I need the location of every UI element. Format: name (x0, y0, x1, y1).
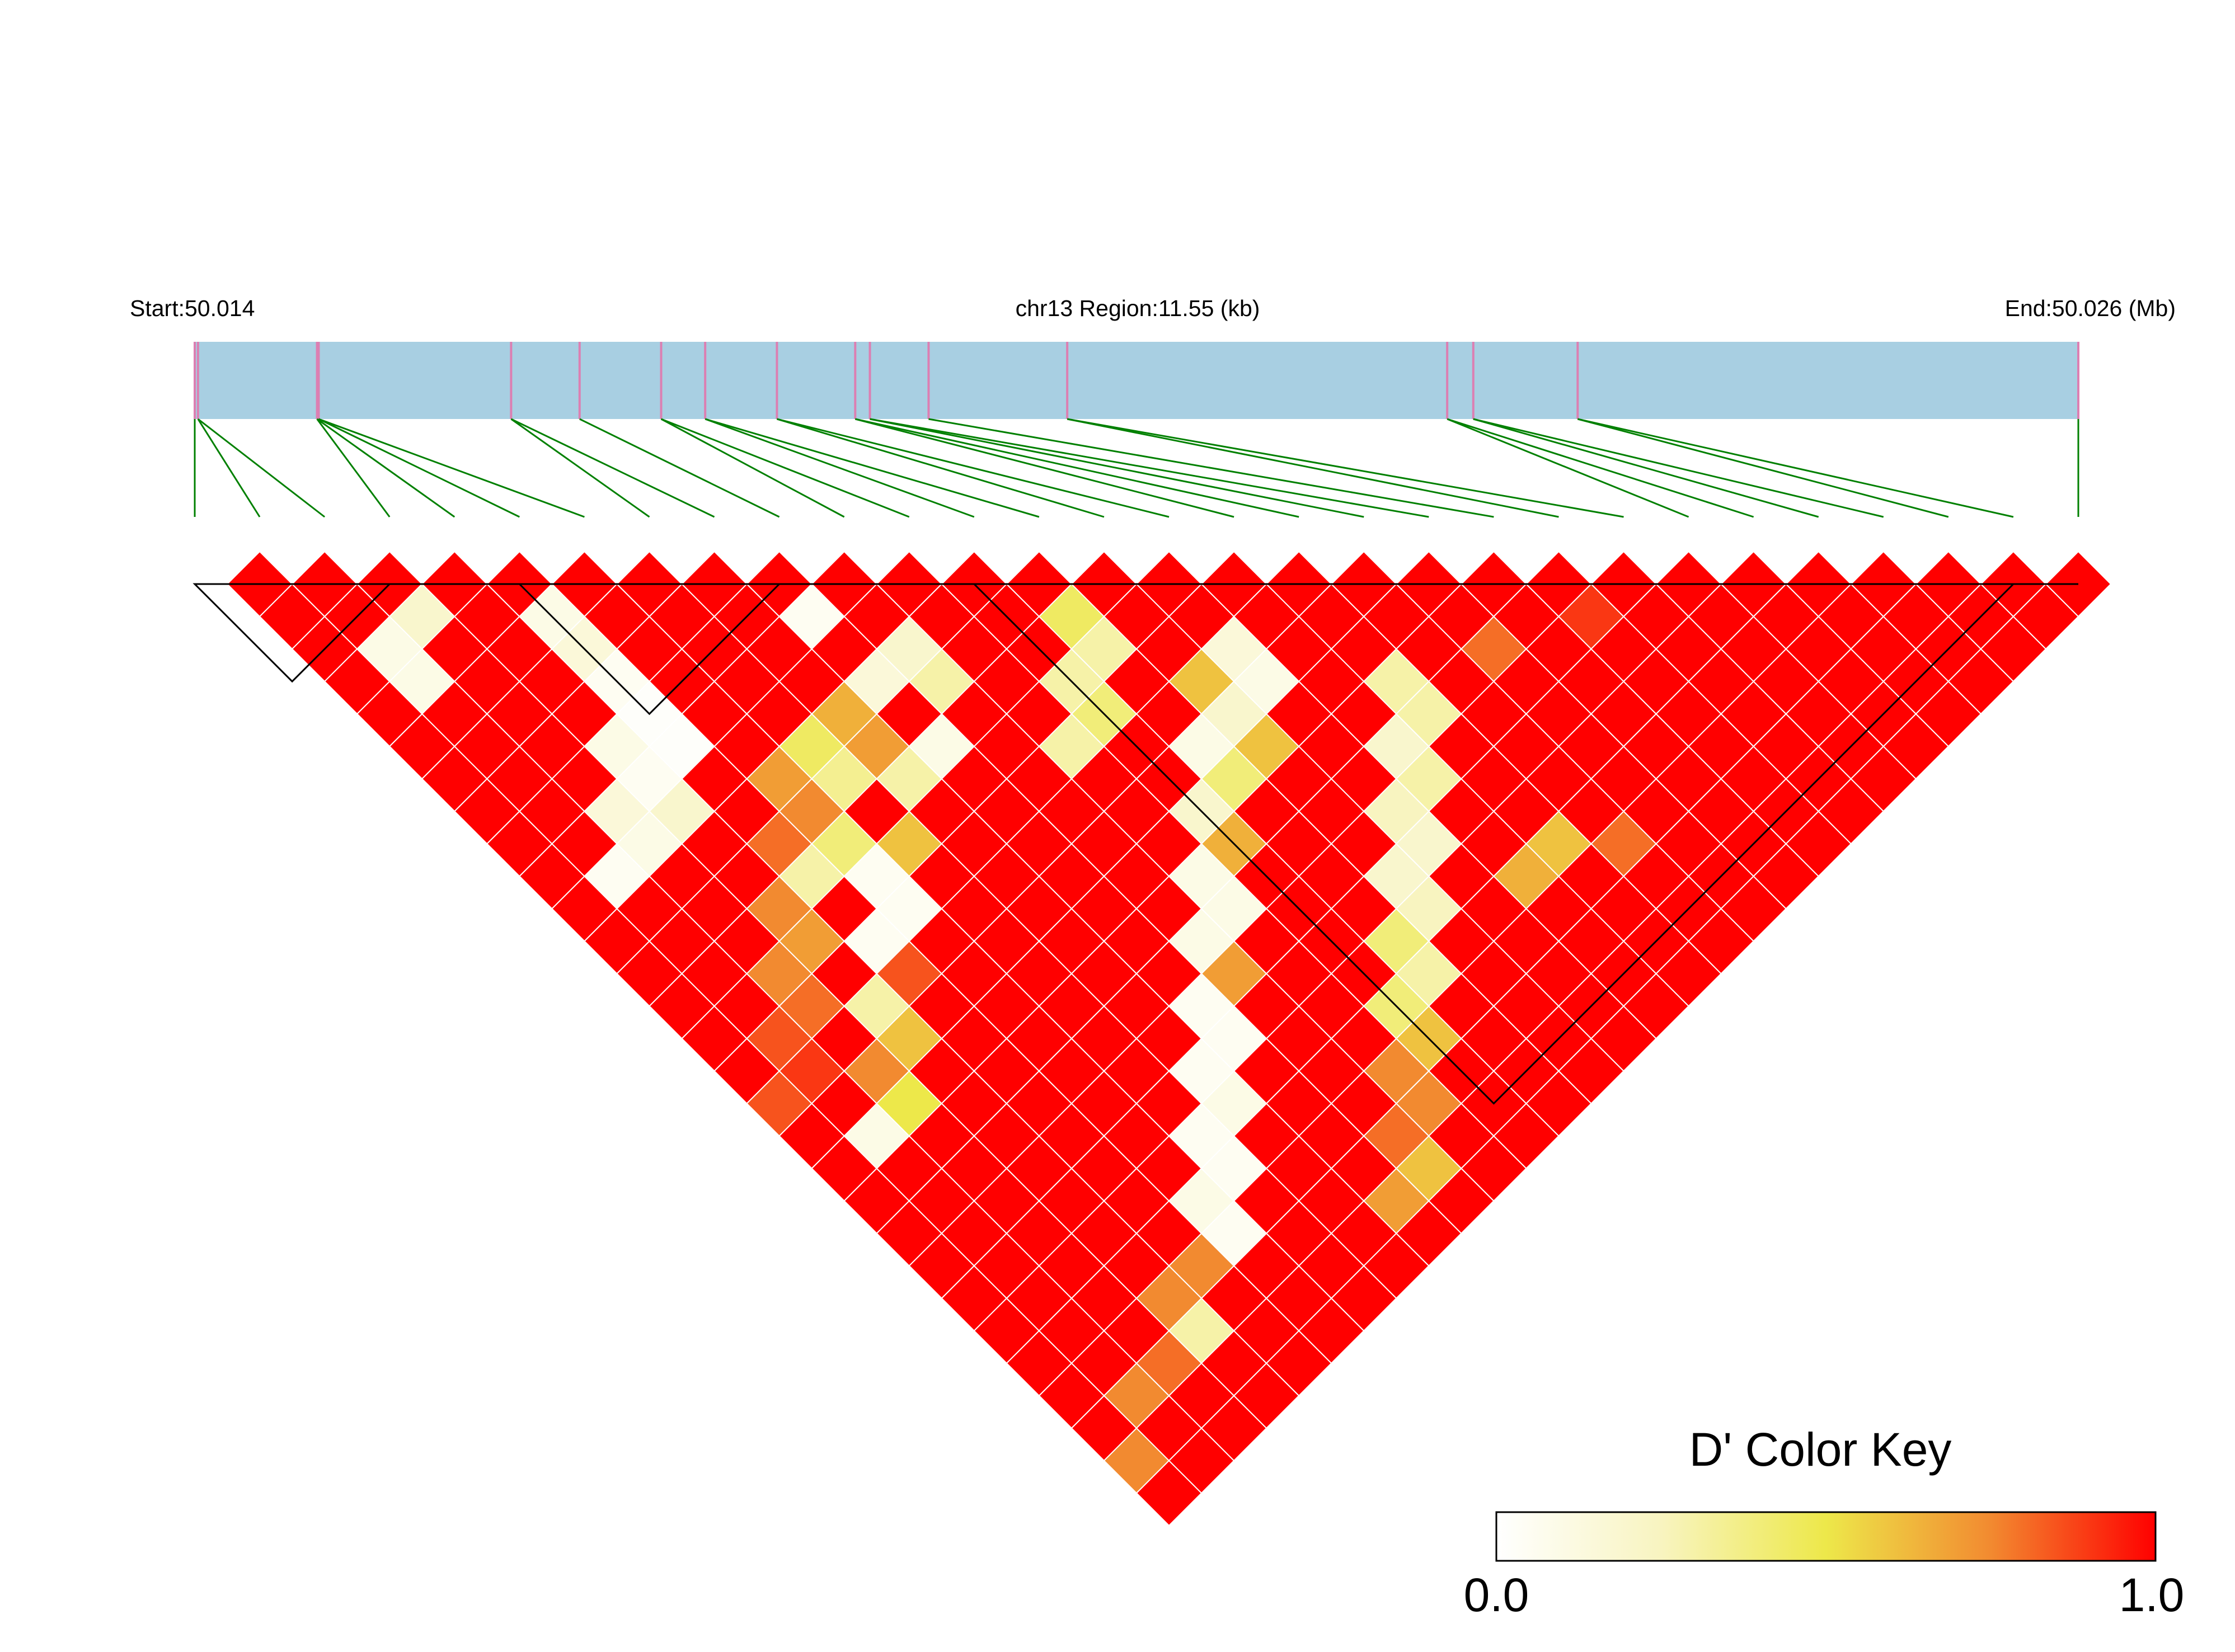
snp-connector (705, 418, 1040, 518)
snp-connector (660, 418, 910, 518)
snp-connector (316, 418, 456, 518)
snp-connector (1577, 418, 2014, 518)
ld-cells (226, 550, 2112, 1527)
ld-block-outlines (192, 583, 2078, 1105)
snp-connector (705, 418, 975, 518)
gene-track (194, 342, 2079, 419)
snp-connector (1473, 418, 1884, 518)
snp-connector (776, 418, 1105, 518)
snp-connector (579, 418, 780, 518)
color-key-title: D' Color Key (1689, 1423, 1952, 1476)
snp-connector (928, 418, 1494, 518)
color-key-max-label: 1.0 (2119, 1569, 2185, 1621)
snp-connector (197, 418, 326, 518)
snp-connector (854, 418, 1234, 518)
snp-connector (1473, 418, 1819, 518)
snp-connector (318, 418, 585, 518)
snp-connector (316, 418, 391, 517)
color-key-gradient (1495, 1511, 2157, 1562)
snp-connector (870, 418, 1364, 518)
snp-connector (510, 418, 650, 518)
snp-connector (1577, 418, 1949, 518)
color-key-min-label: 0.0 (1464, 1569, 1529, 1621)
snp-connector (1447, 418, 1754, 518)
snp-connector (870, 418, 1429, 518)
gene-bar (195, 342, 2078, 419)
snp-connector (1447, 418, 1689, 518)
snp-connector (1067, 418, 1559, 518)
color-key: D' Color Key 0.0 1.0 (1464, 1423, 2185, 1621)
snp-connector (660, 418, 845, 518)
snp-connectors (194, 418, 2079, 518)
snp-connector (854, 418, 1299, 518)
region-center-label: chr13 Region:11.55 (kb) (1016, 295, 1260, 321)
snp-connector (777, 418, 1170, 518)
snp-connector (510, 418, 715, 518)
snp-connector (1067, 418, 1624, 518)
snp-connector (318, 418, 520, 518)
snp-connector (197, 418, 261, 517)
region-start-label: Start:50.014 (130, 295, 255, 321)
region-end-label: End:50.026 (Mb) (2005, 295, 2176, 321)
